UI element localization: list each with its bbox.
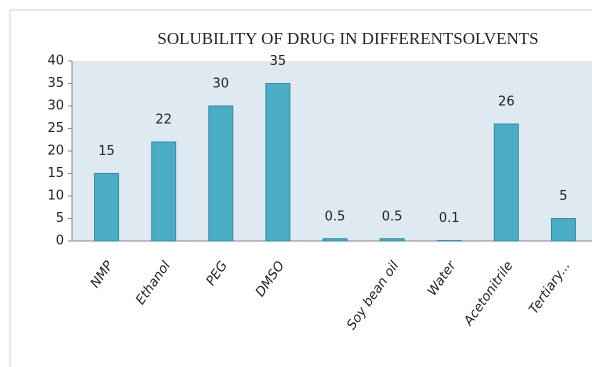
y-tick-label: 35: [47, 76, 64, 91]
data-label: 35: [270, 54, 287, 69]
data-label: 0.5: [382, 209, 403, 224]
y-tick-label: 15: [47, 166, 64, 181]
bar: [151, 141, 177, 242]
x-tick-label: Ethanol: [133, 258, 174, 307]
bar: [493, 123, 519, 242]
y-tick-label: 20: [47, 144, 64, 159]
x-tick-label: Tertiary...: [526, 259, 573, 317]
data-label: 0.5: [325, 209, 346, 224]
bar: [94, 173, 120, 242]
y-tick-label: 40: [47, 54, 64, 69]
data-label: 26: [498, 95, 515, 110]
x-tick-label: DMSO: [253, 259, 288, 300]
x-tick-label: Soy bean oil: [344, 258, 402, 332]
x-tick-label: NMP: [88, 259, 117, 291]
data-label: 5: [559, 189, 567, 204]
bar: [550, 218, 576, 242]
bar: [208, 105, 234, 242]
y-tick-label: 30: [47, 99, 64, 114]
data-label: 22: [155, 113, 172, 128]
bar: [265, 83, 291, 242]
bar: [379, 238, 405, 242]
data-label: 0.1: [439, 211, 460, 226]
data-label: 15: [98, 144, 115, 159]
y-tick-label: 25: [47, 121, 64, 136]
data-label: 30: [213, 77, 230, 92]
x-tick-label: PEG: [204, 259, 231, 289]
x-tick-label: Acetonitrile: [461, 259, 517, 330]
x-tick-label: Water: [425, 257, 460, 299]
chart-title: SOLUBILITY OF DRUG IN DIFFERENTSOLVENTS: [157, 29, 538, 48]
y-tick-label: 5: [56, 211, 64, 226]
y-tick-label: 10: [47, 189, 64, 204]
bar: [322, 238, 348, 242]
y-tick-label: 0: [56, 234, 64, 249]
